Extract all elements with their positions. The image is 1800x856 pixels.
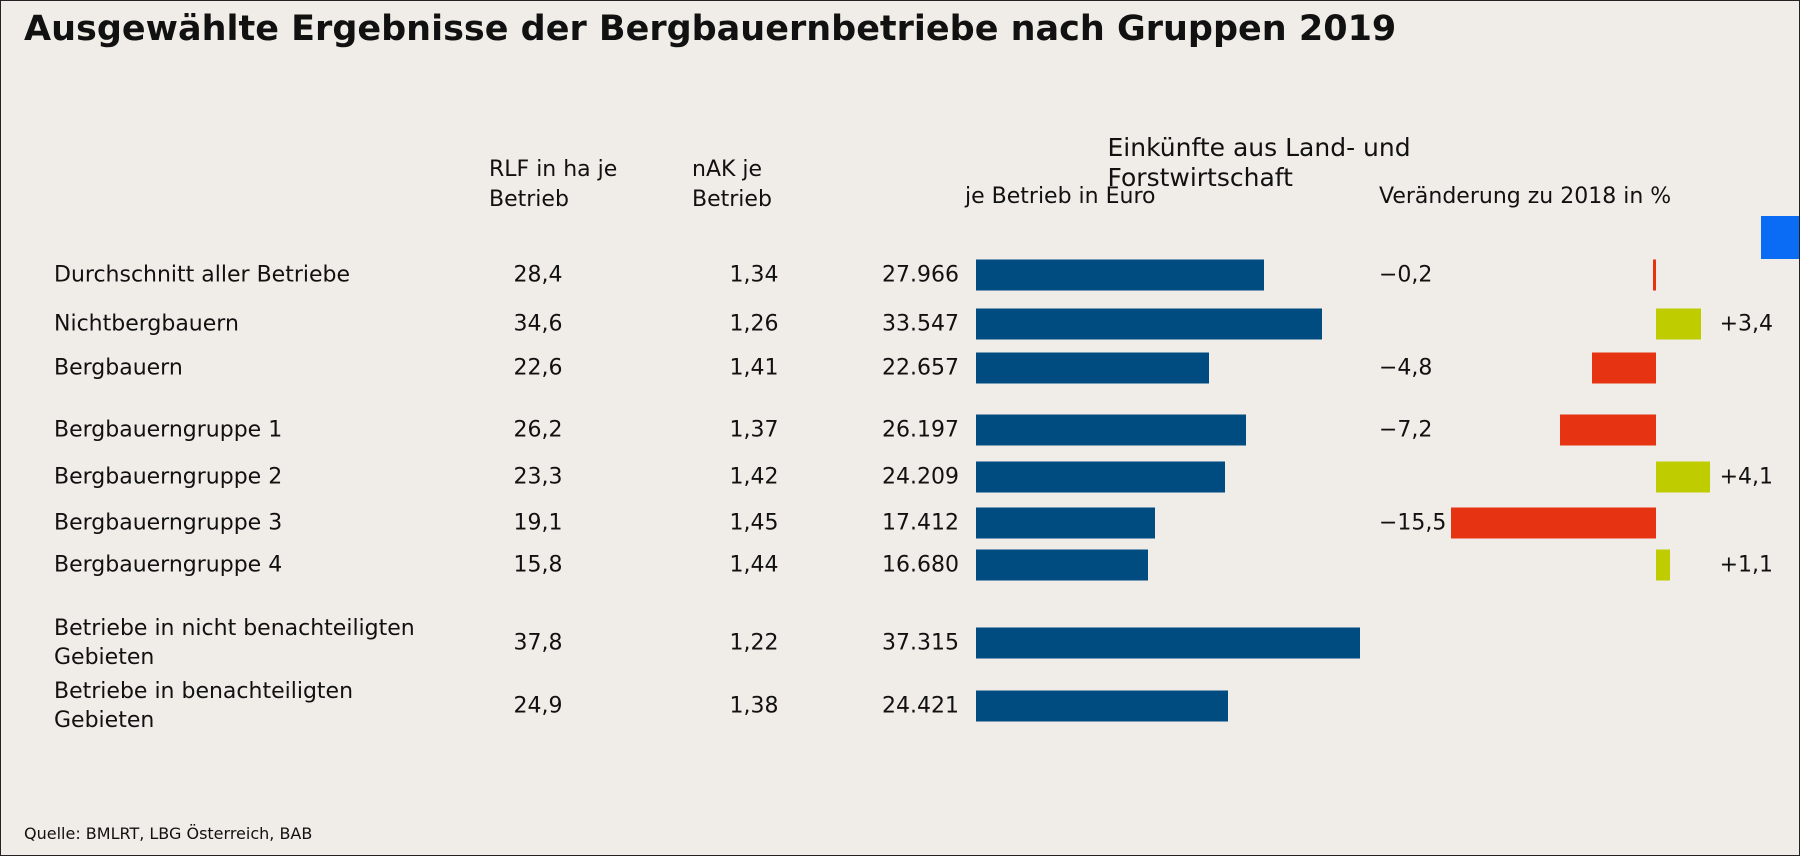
cell-value: 15,8 <box>513 552 563 578</box>
change-label: +4,1 <box>1719 464 1773 490</box>
change-bar <box>1655 549 1671 581</box>
bar-label: 24.421 <box>882 693 959 719</box>
row-label: Nichtbergbauern <box>54 311 239 337</box>
income-bar <box>976 507 1156 539</box>
cell-value: 1,37 <box>729 417 779 443</box>
cell-value: 26,2 <box>513 417 563 443</box>
income-bar <box>976 308 1322 340</box>
cell-value: 23,3 <box>513 464 563 490</box>
row-label: Bergbauerngruppe 4 <box>54 552 283 578</box>
cell-value: 37,8 <box>513 630 563 656</box>
bar-label: 16.680 <box>882 552 959 578</box>
bar-label: 24.209 <box>882 464 959 490</box>
bar-label: 17.412 <box>882 510 959 536</box>
bar-label: 37.315 <box>882 630 959 656</box>
cell-value: 1,42 <box>729 464 779 490</box>
income-bar <box>976 259 1265 291</box>
cell-value: 1,22 <box>729 630 779 656</box>
income-bar <box>976 414 1246 446</box>
change-label: −0,2 <box>1379 262 1433 288</box>
cell-value: 22,6 <box>513 355 563 381</box>
change-bar <box>1653 259 1656 291</box>
row-label: Bergbauerngruppe 2 <box>54 464 283 490</box>
column-header: RLF in ha je Betrieb <box>489 157 618 212</box>
change-bar <box>1655 461 1711 493</box>
change-label: −15,5 <box>1379 510 1447 536</box>
row-label: Betriebe in benachteiligten Gebieten <box>54 679 354 733</box>
cell-value: 34,6 <box>513 311 563 337</box>
cell-value: 24,9 <box>513 693 563 719</box>
cell-value: 1,41 <box>729 355 779 381</box>
income-bar <box>976 627 1361 659</box>
income-bar <box>976 461 1226 493</box>
income-bar <box>976 352 1210 384</box>
change-label: −4,8 <box>1379 355 1433 381</box>
row-label: Durchschnitt aller Betriebe <box>54 262 351 288</box>
change-label: +3,4 <box>1719 311 1773 337</box>
bar-label: 33.547 <box>882 311 959 337</box>
column-header: nAK je Betrieb <box>692 157 772 212</box>
bar-label: 22.657 <box>882 355 959 381</box>
column-header: Veränderung zu 2018 in % <box>1379 184 1672 209</box>
income-bar <box>976 690 1228 722</box>
cell-value: 1,26 <box>729 311 779 337</box>
change-bar <box>1592 352 1656 384</box>
income-bar <box>976 549 1148 581</box>
cell-value: 19,1 <box>513 510 563 536</box>
column-header: je Betrieb in Euro <box>965 184 1156 209</box>
change-label: −7,2 <box>1379 417 1433 443</box>
row-label: Bergbauerngruppe 3 <box>54 510 283 536</box>
cell-value: 28,4 <box>513 262 563 288</box>
group-header: Einkünfte aus Land- und Forstwirtschaft <box>1107 133 1411 192</box>
change-label: +1,1 <box>1719 552 1773 578</box>
row-label: Betriebe in nicht benachteiligten Gebiet… <box>54 616 415 670</box>
ui-marker <box>1761 216 1799 259</box>
change-bar <box>1560 414 1656 446</box>
source-note: Quelle: BMLRT, LBG Österreich, BAB <box>24 824 313 843</box>
change-bar <box>1655 308 1701 340</box>
row-label: Bergbauerngruppe 1 <box>54 417 283 443</box>
cell-value: 1,34 <box>729 262 779 288</box>
row-label: Bergbauern <box>54 355 183 381</box>
cell-value: 1,38 <box>729 693 779 719</box>
chart-title: Ausgewählte Ergebnisse der Bergbauernbet… <box>24 9 1397 49</box>
cell-value: 1,45 <box>729 510 779 536</box>
bar-label: 27.966 <box>882 262 959 288</box>
change-bar <box>1450 507 1656 539</box>
bar-label: 26.197 <box>882 417 959 443</box>
cell-value: 1,44 <box>729 552 779 578</box>
